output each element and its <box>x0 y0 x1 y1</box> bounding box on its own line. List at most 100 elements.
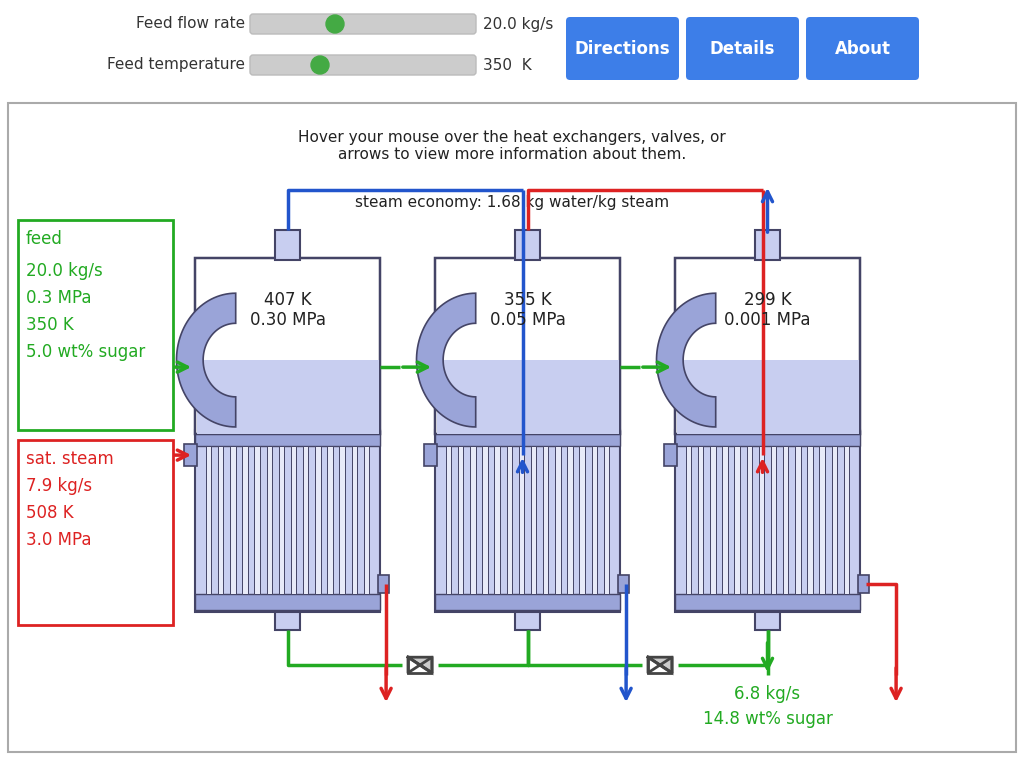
Text: Details: Details <box>710 40 775 58</box>
Bar <box>580 446 585 594</box>
Circle shape <box>311 56 329 74</box>
Text: 350  K: 350 K <box>483 58 531 72</box>
FancyBboxPatch shape <box>686 17 799 80</box>
Circle shape <box>326 15 344 33</box>
Bar <box>266 446 272 594</box>
Polygon shape <box>176 293 236 427</box>
Bar <box>315 446 321 594</box>
Bar <box>675 594 860 610</box>
Bar <box>783 446 788 594</box>
Bar <box>445 446 452 594</box>
Bar <box>291 446 296 594</box>
Bar <box>664 444 677 466</box>
FancyBboxPatch shape <box>806 17 919 80</box>
FancyBboxPatch shape <box>250 55 476 75</box>
Bar <box>831 446 837 594</box>
FancyBboxPatch shape <box>250 14 476 34</box>
Text: Directions: Directions <box>574 40 671 58</box>
Bar <box>519 446 524 594</box>
Bar <box>604 446 609 594</box>
FancyBboxPatch shape <box>435 258 620 434</box>
Text: 6.8 kg/s
14.8 wt% sugar: 6.8 kg/s 14.8 wt% sugar <box>702 685 833 728</box>
Bar <box>722 446 728 594</box>
Bar <box>660 355 677 379</box>
Text: 299 K
0.001 MPa: 299 K 0.001 MPa <box>724 290 811 329</box>
FancyBboxPatch shape <box>566 17 679 80</box>
Bar <box>197 360 379 434</box>
FancyBboxPatch shape <box>755 610 780 630</box>
Bar <box>618 575 629 593</box>
Bar <box>686 446 691 594</box>
Bar <box>435 430 620 446</box>
Bar <box>279 446 284 594</box>
FancyBboxPatch shape <box>18 220 173 430</box>
FancyBboxPatch shape <box>18 440 173 625</box>
Text: Feed temperature: Feed temperature <box>106 58 245 72</box>
Bar <box>759 446 764 594</box>
Bar <box>364 446 370 594</box>
Bar <box>458 446 464 594</box>
Bar <box>436 360 618 434</box>
Bar <box>698 446 703 594</box>
Polygon shape <box>408 657 432 673</box>
FancyBboxPatch shape <box>8 103 1016 752</box>
Bar <box>746 446 752 594</box>
Text: 355 K
0.05 MPa: 355 K 0.05 MPa <box>489 290 565 329</box>
Bar <box>675 430 860 446</box>
Bar <box>819 446 825 594</box>
Polygon shape <box>656 293 716 427</box>
Bar <box>470 446 475 594</box>
FancyBboxPatch shape <box>435 430 620 612</box>
Bar <box>592 446 597 594</box>
Bar <box>555 446 560 594</box>
Text: 20.0 kg/s
0.3 MPa
350 K
5.0 wt% sugar: 20.0 kg/s 0.3 MPa 350 K 5.0 wt% sugar <box>26 262 145 361</box>
Polygon shape <box>648 657 672 673</box>
Polygon shape <box>408 657 432 673</box>
FancyBboxPatch shape <box>675 430 860 612</box>
Text: Feed flow rate: Feed flow rate <box>136 17 245 31</box>
FancyBboxPatch shape <box>195 430 380 612</box>
Bar <box>710 446 716 594</box>
Bar <box>230 446 236 594</box>
Bar <box>482 446 487 594</box>
FancyBboxPatch shape <box>755 230 780 260</box>
Bar <box>771 446 776 594</box>
FancyBboxPatch shape <box>675 258 860 434</box>
Text: sat. steam
7.9 kg/s
508 K
3.0 MPa: sat. steam 7.9 kg/s 508 K 3.0 MPa <box>26 450 114 549</box>
Text: 20.0 kg/s: 20.0 kg/s <box>483 17 553 31</box>
Bar <box>424 444 437 466</box>
Polygon shape <box>417 293 476 427</box>
FancyBboxPatch shape <box>514 230 541 260</box>
Bar <box>543 446 549 594</box>
Bar <box>206 446 211 594</box>
Bar <box>218 446 223 594</box>
Bar <box>340 446 345 594</box>
FancyBboxPatch shape <box>274 610 300 630</box>
Bar <box>567 446 572 594</box>
FancyBboxPatch shape <box>274 230 300 260</box>
Text: feed: feed <box>26 230 62 248</box>
Bar <box>254 446 260 594</box>
Bar <box>734 446 740 594</box>
Text: steam economy: 1.68 kg water/kg steam: steam economy: 1.68 kg water/kg steam <box>355 195 669 210</box>
Bar <box>378 575 389 593</box>
Bar <box>858 575 869 593</box>
Bar <box>303 446 308 594</box>
Bar <box>420 355 437 379</box>
FancyBboxPatch shape <box>514 610 541 630</box>
Bar <box>807 446 813 594</box>
Bar <box>507 446 512 594</box>
Bar <box>351 446 357 594</box>
Bar <box>180 355 197 379</box>
Text: 407 K
0.30 MPa: 407 K 0.30 MPa <box>250 290 326 329</box>
Bar <box>796 446 801 594</box>
Bar <box>243 446 248 594</box>
Bar <box>677 360 858 434</box>
FancyBboxPatch shape <box>195 258 380 434</box>
Bar <box>530 446 537 594</box>
Bar <box>195 594 380 610</box>
Bar <box>435 594 620 610</box>
Bar <box>184 444 197 466</box>
Text: Hover your mouse over the heat exchangers, valves, or
arrows to view more inform: Hover your mouse over the heat exchanger… <box>298 130 726 163</box>
Text: About: About <box>835 40 891 58</box>
